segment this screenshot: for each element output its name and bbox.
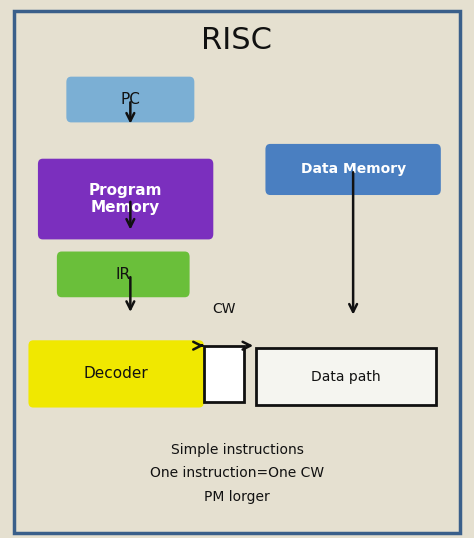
FancyBboxPatch shape xyxy=(38,159,213,239)
FancyBboxPatch shape xyxy=(57,252,190,297)
Text: CW: CW xyxy=(212,302,236,316)
FancyBboxPatch shape xyxy=(66,77,194,123)
Text: Data path: Data path xyxy=(311,370,381,384)
Text: IR: IR xyxy=(116,267,131,282)
Text: Data Memory: Data Memory xyxy=(301,162,406,176)
Text: PC: PC xyxy=(120,92,140,107)
Bar xyxy=(204,346,244,402)
FancyBboxPatch shape xyxy=(14,11,460,533)
Text: Decoder: Decoder xyxy=(84,366,148,381)
FancyBboxPatch shape xyxy=(28,341,204,408)
Text: Program
Memory: Program Memory xyxy=(89,183,163,215)
Bar xyxy=(256,349,436,405)
FancyBboxPatch shape xyxy=(265,144,441,195)
Text: Simple instructions
One instruction=One CW
PM lorger: Simple instructions One instruction=One … xyxy=(150,443,324,504)
Text: RISC: RISC xyxy=(201,26,273,55)
